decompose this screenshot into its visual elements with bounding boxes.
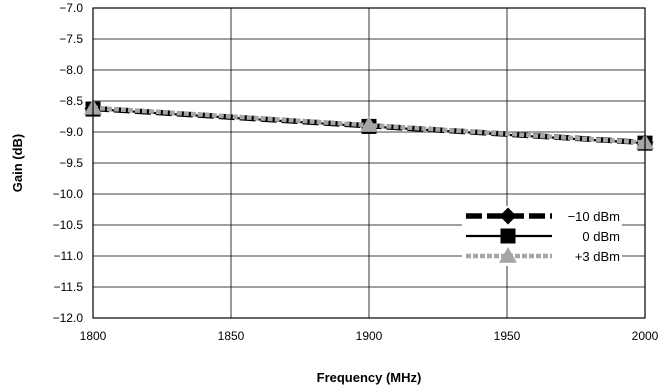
x-tick-label: 1950 (494, 329, 521, 343)
y-tick-label: −9.0 (59, 125, 83, 139)
data-point-triangle (360, 116, 378, 132)
y-tick-label: −10.0 (53, 187, 84, 201)
y-tick-label: −12.0 (53, 311, 84, 325)
legend-label: +3 dBm (575, 249, 620, 264)
plot-frame (92, 7, 646, 319)
y-tick-label: −10.5 (53, 218, 84, 232)
series-layer (84, 98, 654, 152)
x-tick-label: 1900 (356, 329, 383, 343)
legend-label: 0 dBm (582, 229, 620, 244)
legend-marker-square (500, 228, 516, 244)
x-tick-label: 1850 (218, 329, 245, 343)
y-tick-label: −9.5 (59, 156, 83, 170)
y-tick-label: −8.5 (59, 94, 83, 108)
y-axis-title: Gain (dB) (10, 134, 25, 193)
y-tick-label: −11.5 (54, 280, 84, 294)
x-tick-label: 2000 (632, 329, 659, 343)
x-tick-label: 1800 (80, 329, 107, 343)
legend-marker-triangle (499, 247, 517, 263)
legend: −10 dBm 0 dBm +3 dBm (462, 206, 622, 266)
y-tick-label: −11.0 (54, 249, 84, 263)
x-tick-labels: 1800 1850 1900 1950 2000 (80, 329, 659, 343)
y-tick-labels: −7.0 −7.5 −8.0 −8.5 −9.0 −9.5 −10.0 −10.5 −11.0 −… (53, 1, 84, 325)
legend-marker-diamond (499, 207, 517, 225)
y-tick-label: −7.5 (59, 32, 83, 46)
y-tick-label: −8.0 (59, 63, 83, 77)
y-tick-label: −7.0 (59, 1, 83, 15)
legend-label: −10 dBm (568, 209, 620, 224)
x-axis-title: Frequency (MHz) (317, 370, 422, 385)
